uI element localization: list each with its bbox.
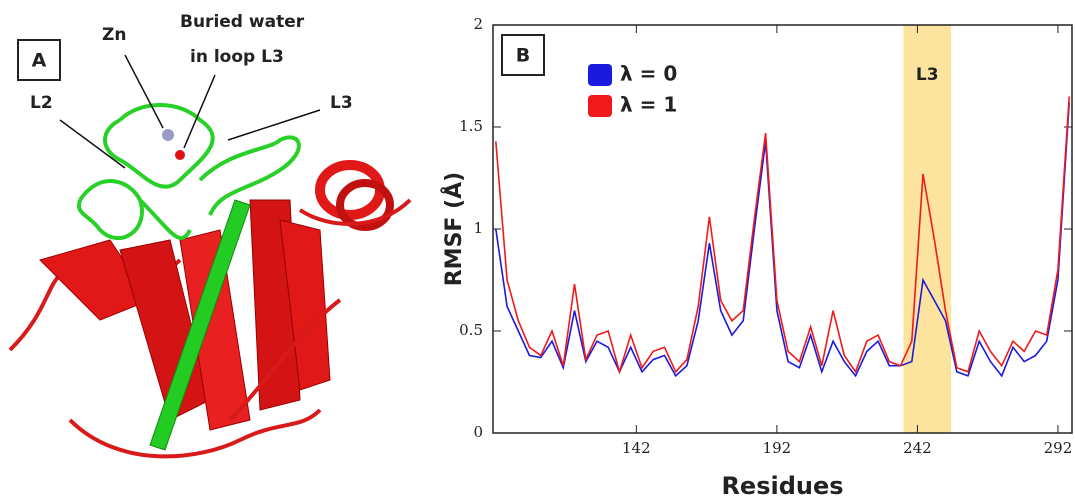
panel-label-box [501, 34, 545, 76]
annotation: L2 [30, 93, 53, 113]
annotation: Zn [102, 25, 126, 45]
y-tick-label: 0.5 [459, 321, 483, 339]
legend-swatch [588, 95, 612, 117]
x-tick-label: 192 [763, 439, 792, 457]
y-tick-label: 0 [473, 423, 483, 441]
highlight-band [903, 25, 952, 433]
y-tick-label: 1 [473, 219, 483, 237]
annotation: Buried water [180, 12, 305, 32]
panel-label-box [17, 39, 61, 81]
series-line [495, 96, 1070, 375]
x-tick-label: 292 [1044, 439, 1073, 457]
legend-label: λ = 1 [620, 93, 677, 117]
y-axis-label: RMSF (Å) [441, 172, 467, 287]
protein-structure [8, 103, 412, 459]
x-axis-label: Residues [721, 472, 843, 500]
x-tick-label: 242 [903, 439, 932, 457]
plot-frame [492, 24, 1073, 434]
series-line [495, 102, 1070, 378]
legend-swatch [588, 64, 612, 86]
panel-label: A [32, 50, 47, 72]
annotation: L3 [330, 93, 353, 113]
panel-label: B [516, 45, 530, 67]
annotation-arrows [59, 54, 321, 169]
x-tick-label: 142 [622, 439, 651, 457]
legend-label: λ = 0 [620, 62, 677, 86]
highlight-label: L3 [916, 65, 939, 85]
y-tick-label: 2 [473, 15, 483, 33]
y-tick-label: 1.5 [459, 117, 483, 135]
annotation: in loop L3 [190, 47, 284, 67]
